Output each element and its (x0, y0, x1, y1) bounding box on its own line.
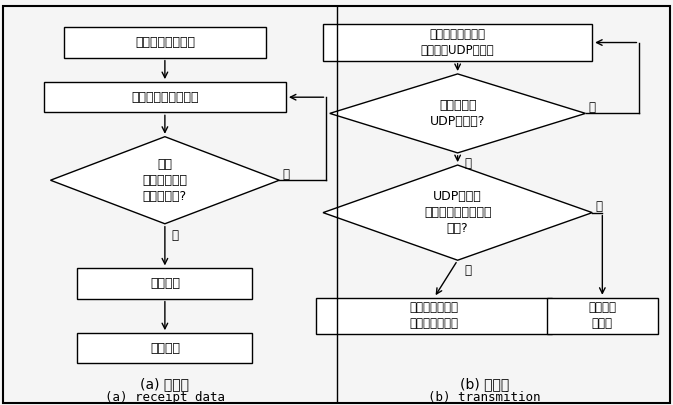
Text: 数据处理: 数据处理 (150, 277, 180, 290)
Text: UDP数据包
内容是否为被测信号
数据?: UDP数据包 内容是否为被测信号 数据? (424, 190, 491, 235)
Text: (b) 分线程: (b) 分线程 (460, 377, 509, 391)
FancyBboxPatch shape (77, 269, 252, 299)
FancyBboxPatch shape (546, 298, 658, 334)
Text: 主程序建立分线程
等待接收UDP数据包: 主程序建立分线程 等待接收UDP数据包 (421, 28, 495, 57)
Text: 是: 是 (172, 229, 178, 243)
Text: 是否
接收到分线程
发送的数据?: 是否 接收到分线程 发送的数据? (143, 158, 187, 203)
Polygon shape (330, 74, 586, 153)
Text: (a) receipt data: (a) receipt data (105, 391, 225, 404)
Text: 否: 否 (283, 168, 289, 181)
Text: 波形显示: 波形显示 (150, 342, 180, 355)
Text: 示波器程序初始化: 示波器程序初始化 (135, 36, 195, 49)
FancyBboxPatch shape (316, 298, 552, 334)
FancyBboxPatch shape (44, 82, 286, 112)
Polygon shape (50, 136, 279, 224)
Text: 否: 否 (596, 200, 602, 213)
Text: 是否接收到
UDP数据包?: 是否接收到 UDP数据包? (430, 99, 485, 128)
FancyBboxPatch shape (77, 333, 252, 364)
FancyBboxPatch shape (64, 28, 266, 58)
Text: 做出相应
的回复: 做出相应 的回复 (588, 301, 616, 330)
Text: 否: 否 (589, 101, 596, 114)
Polygon shape (323, 165, 592, 260)
Text: 是: 是 (464, 264, 471, 277)
Text: (b) transmition: (b) transmition (428, 391, 541, 404)
Text: 是: 是 (464, 156, 471, 170)
Text: (a) 主线程: (a) 主线程 (141, 377, 189, 391)
Text: 建立分线程等待数据: 建立分线程等待数据 (131, 91, 199, 104)
Text: 通过发送消息将
数据传至主线程: 通过发送消息将 数据传至主线程 (410, 301, 458, 330)
FancyBboxPatch shape (323, 24, 592, 61)
